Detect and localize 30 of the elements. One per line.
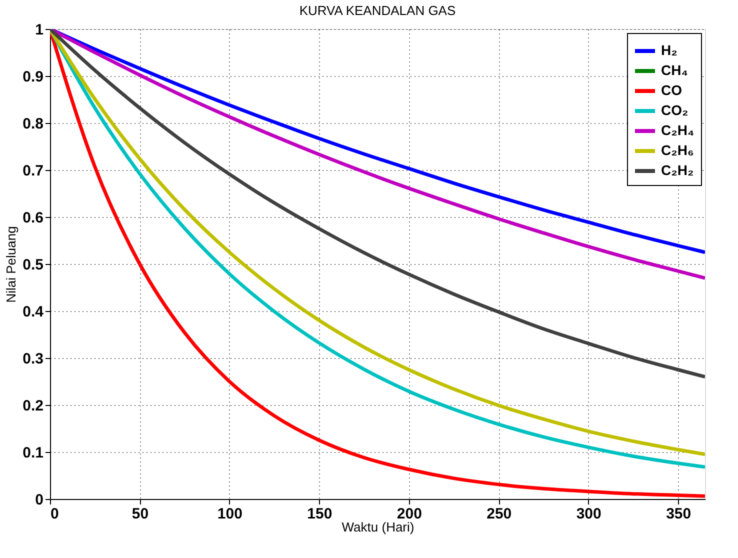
y-tick-label: 0 <box>35 492 44 508</box>
y-tick-label: 0.6 <box>22 210 44 226</box>
x-tick-label: 0 <box>50 506 59 522</box>
legend-label: CH₄ <box>661 62 688 78</box>
y-tick-label: 0.7 <box>22 162 44 180</box>
legend-label: C₂H₄ <box>661 122 694 138</box>
x-axis-title: Waktu (Hari) <box>342 520 414 534</box>
x-tick-label: 150 <box>307 506 332 522</box>
line-series <box>50 29 705 379</box>
legend-label: CO <box>661 82 682 98</box>
y-tick-label: 0.8 <box>22 116 44 132</box>
y-tick-label: 0.5 <box>22 256 44 274</box>
legend-label: C₂H₆ <box>661 142 694 158</box>
x-tick-label: 200 <box>396 506 422 522</box>
y-tick-label: 0.1 <box>22 444 44 462</box>
legend-label: C₂H₂ <box>661 162 694 178</box>
y-tick-label: 0.9 <box>22 68 44 86</box>
x-tick-label: 50 <box>132 506 149 522</box>
y-tick-label: 0.2 <box>22 398 44 414</box>
x-tick-label: 350 <box>666 506 692 522</box>
y-tick-label: 0.3 <box>22 350 44 368</box>
legend-label: CO₂ <box>661 102 688 118</box>
chart-title: KURVA KEANDALAN GAS <box>299 3 456 18</box>
x-tick-label: 300 <box>576 506 602 522</box>
y-tick-label: 1 <box>35 22 44 38</box>
y-tick-label: 0.4 <box>22 304 44 320</box>
legend-label: H₂ <box>661 42 678 58</box>
x-tick-label: 100 <box>217 506 242 522</box>
y-axis-title: Nilai Peluang <box>4 226 19 303</box>
x-tick-label: 250 <box>486 506 512 522</box>
